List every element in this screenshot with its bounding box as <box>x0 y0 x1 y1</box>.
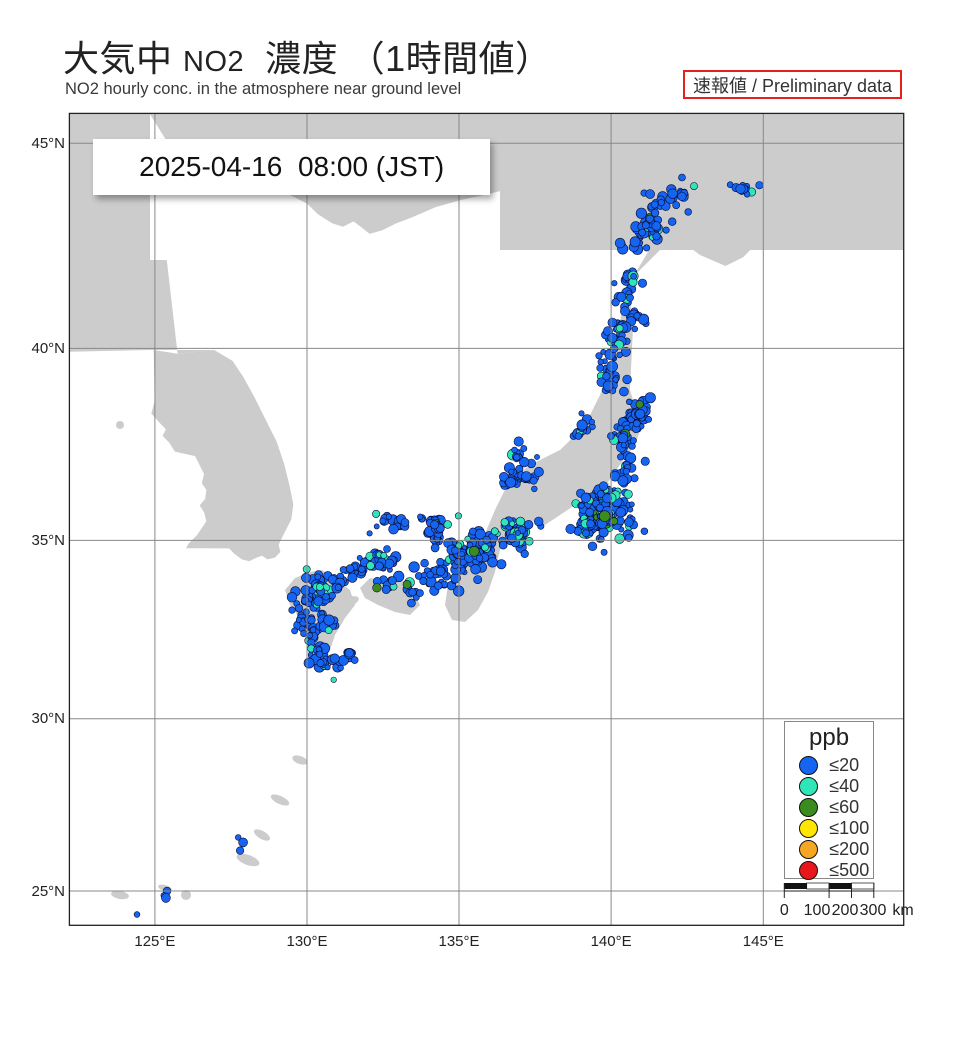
svg-text:30°N: 30°N <box>31 710 65 727</box>
svg-text:35°N: 35°N <box>31 532 65 549</box>
svg-text:130°E: 130°E <box>286 933 327 950</box>
svg-text:145°E: 145°E <box>743 933 784 950</box>
svg-text:140°E: 140°E <box>591 933 632 950</box>
svg-text:135°E: 135°E <box>438 933 479 950</box>
svg-text:25°N: 25°N <box>31 883 65 900</box>
svg-text:45°N: 45°N <box>31 135 65 152</box>
svg-text:40°N: 40°N <box>31 340 65 357</box>
svg-text:125°E: 125°E <box>134 933 175 950</box>
